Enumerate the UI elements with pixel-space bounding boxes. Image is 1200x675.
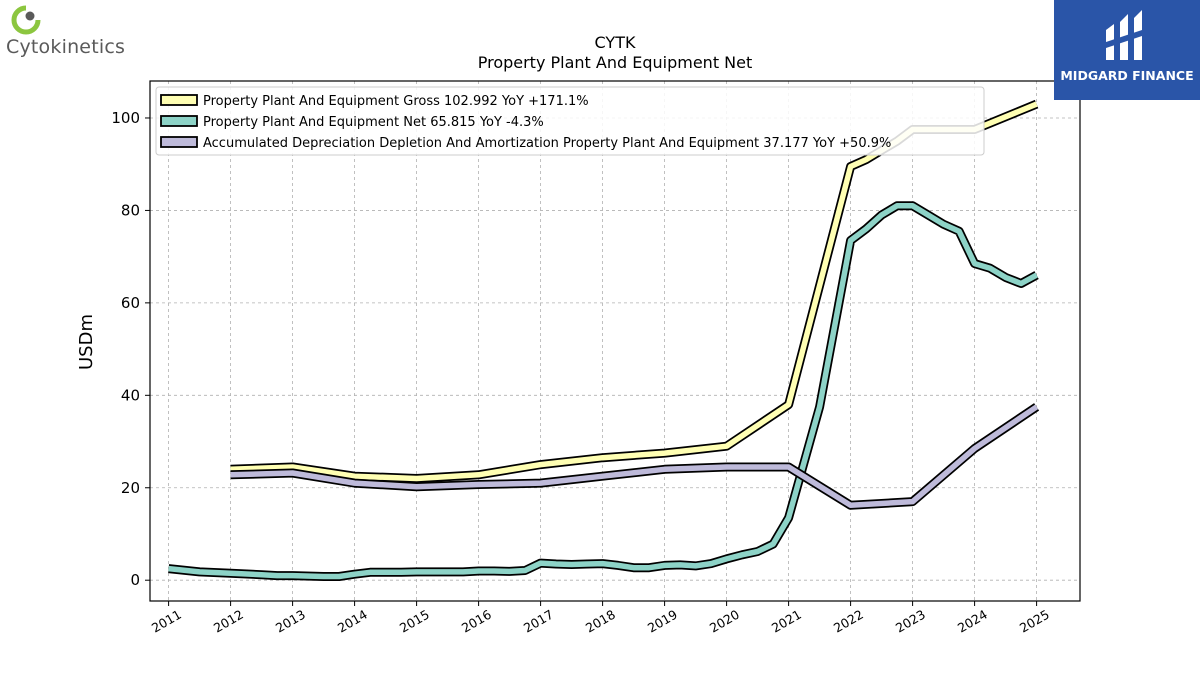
series-2 xyxy=(230,403,1040,510)
series-0-outline xyxy=(230,99,1039,483)
midgard-finance-logo-icon xyxy=(1106,10,1142,60)
series-0-line xyxy=(230,101,1038,482)
x-tick-label: 2014 xyxy=(335,607,370,636)
chart-subtitle: Property Plant And Equipment Net xyxy=(478,53,753,72)
x-tick-label: 2023 xyxy=(893,607,928,636)
legend: Property Plant And Equipment Gross 102.9… xyxy=(155,86,985,156)
grid-lines xyxy=(150,81,1080,601)
x-tick-label: 2013 xyxy=(273,607,308,636)
legend-label-0: Property Plant And Equipment Gross 102.9… xyxy=(203,94,589,109)
legend-swatch-1 xyxy=(160,115,198,127)
x-tick-label: 2019 xyxy=(645,607,680,636)
x-tick-label: 2021 xyxy=(769,607,804,636)
x-tick-label: 2015 xyxy=(397,607,432,636)
series-2-line xyxy=(230,404,1039,509)
chart-title: CYTK xyxy=(595,33,636,52)
legend-label-2: Accumulated Depreciation Depletion And A… xyxy=(203,136,891,151)
x-tick-label: 2024 xyxy=(955,607,990,636)
cytokinetics-logo-icon xyxy=(11,5,41,35)
x-tick-label: 2016 xyxy=(459,607,494,636)
series-1-line xyxy=(168,203,1038,580)
legend-label-1: Property Plant And Equipment Net 65.815 … xyxy=(203,115,544,130)
y-tick-label: 80 xyxy=(121,201,140,219)
legend-box xyxy=(155,86,985,156)
series-lines xyxy=(168,99,1040,581)
y-tick-label: 20 xyxy=(121,479,140,497)
midgard-finance-logo-text: MIDGARD FINANCE xyxy=(1060,68,1194,83)
y-tick-label: 60 xyxy=(121,294,140,312)
cytokinetics-logo-text: Cytokinetics xyxy=(6,36,126,58)
x-tick-label: 2020 xyxy=(707,607,742,636)
y-tick-label: 100 xyxy=(111,109,140,127)
y-tick-label: 40 xyxy=(121,386,140,404)
midgard-finance-logo: MIDGARD FINANCE xyxy=(1054,0,1200,100)
x-tick-label: 2017 xyxy=(521,607,556,636)
cytokinetics-logo xyxy=(4,4,129,60)
x-tick-label: 2011 xyxy=(149,607,184,636)
x-tick-label: 2018 xyxy=(583,607,618,636)
x-tick-label: 2012 xyxy=(211,607,246,636)
plot-frame xyxy=(149,80,1081,602)
legend-swatch-0 xyxy=(160,94,198,106)
series-1 xyxy=(168,201,1039,581)
x-tick-label: 2022 xyxy=(831,607,866,636)
x-tick-label: 2025 xyxy=(1017,607,1052,636)
series-0 xyxy=(230,99,1039,483)
axis-ticks: 2011 2012 2013 2014 2015 2016 2017 2018 2019 2020… xyxy=(111,109,1052,636)
y-axis-label: USDm xyxy=(76,314,97,370)
y-tick-label: 0 xyxy=(130,571,140,589)
legend-swatch-2 xyxy=(160,136,198,148)
